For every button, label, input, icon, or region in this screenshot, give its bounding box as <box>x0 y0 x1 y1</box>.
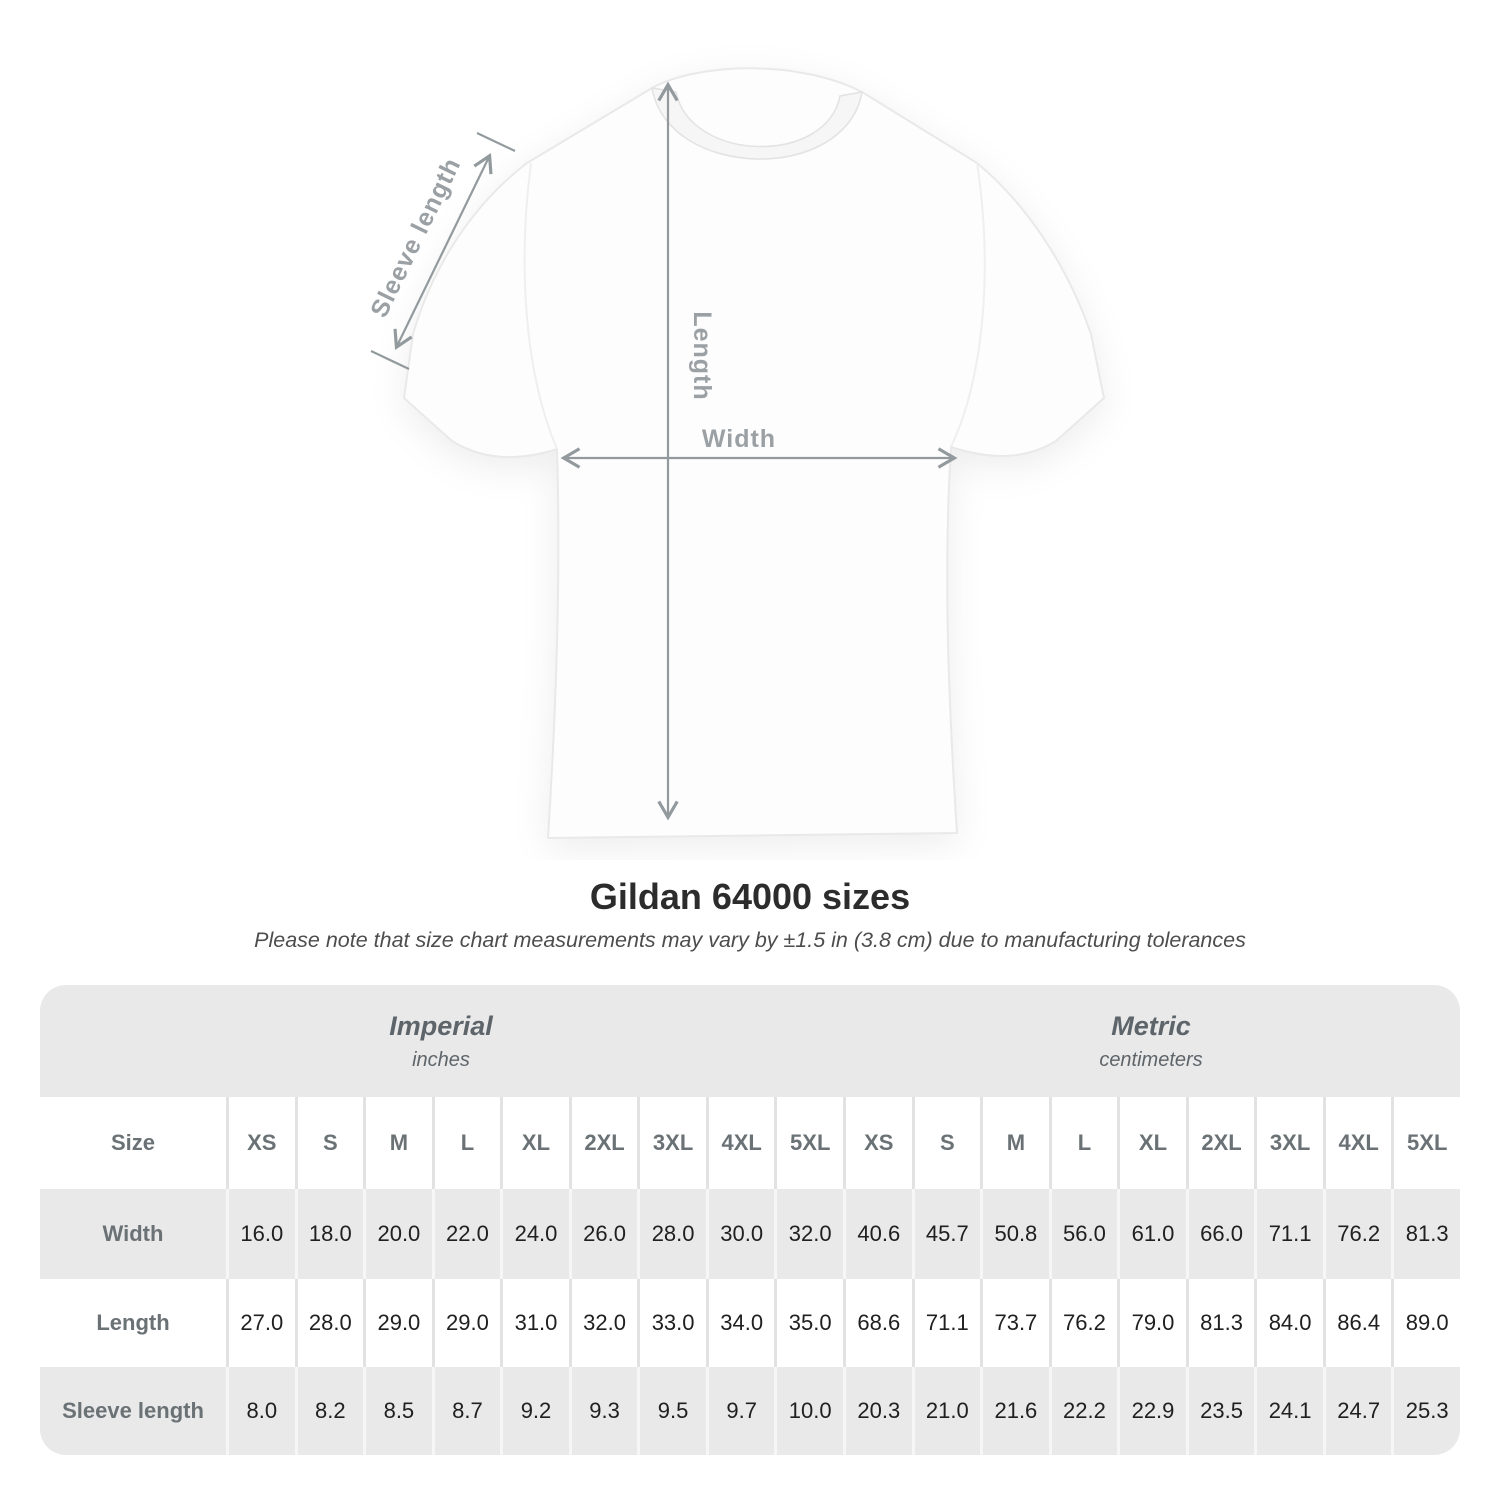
size-col-header: 5XL <box>1391 1097 1460 1189</box>
size-col-header: 4XL <box>705 1097 775 1189</box>
table-cell: 76.2 <box>1048 1279 1118 1367</box>
table-cell: 76.2 <box>1322 1189 1392 1279</box>
size-corner-label: Size <box>40 1097 226 1189</box>
table-cell: 9.7 <box>705 1367 775 1455</box>
tshirt-armhole-seam-left <box>523 162 558 450</box>
size-col-header: S <box>294 1097 364 1189</box>
page-title: Gildan 64000 sizes <box>589 876 911 917</box>
table-cell: 89.0 <box>1391 1279 1460 1367</box>
tshirt-armhole-seam-right <box>950 162 986 448</box>
table-cell: 29.0 <box>363 1279 432 1367</box>
size-col-header: L <box>431 1097 501 1189</box>
table-cell: 71.1 <box>911 1279 981 1367</box>
table-cell: 22.2 <box>1048 1367 1118 1455</box>
size-col-header: 2XL <box>1185 1097 1255 1189</box>
table-cell: 24.0 <box>500 1189 569 1279</box>
table-cell: 32.0 <box>774 1189 843 1279</box>
table-cell: 8.7 <box>431 1367 501 1455</box>
table-cell: 35.0 <box>774 1279 843 1367</box>
row-label: Width <box>40 1189 226 1279</box>
table-cell: 10.0 <box>774 1367 843 1455</box>
row-label: Sleeve length <box>40 1367 226 1455</box>
size-col-header: XL <box>1117 1097 1186 1189</box>
table-cell: 22.0 <box>431 1189 501 1279</box>
table-cell: 56.0 <box>1048 1189 1118 1279</box>
table-cell: 33.0 <box>637 1279 706 1367</box>
table-cell: 8.2 <box>294 1367 364 1455</box>
table-cell: 32.0 <box>568 1279 638 1367</box>
table-cell: 9.3 <box>568 1367 638 1455</box>
imperial-header: Imperial inches <box>40 985 842 1097</box>
table-cell: 23.5 <box>1185 1367 1255 1455</box>
tshirt-collar <box>651 87 863 160</box>
table-cell: 71.1 <box>1254 1189 1323 1279</box>
table-cell: 18.0 <box>294 1189 364 1279</box>
sleeve-length-tick-top <box>476 132 516 152</box>
table-cell: 22.9 <box>1117 1367 1186 1455</box>
table-cell: 31.0 <box>500 1279 569 1367</box>
table-cell: 86.4 <box>1322 1279 1392 1367</box>
metric-unit: centimeters <box>1099 1048 1203 1071</box>
table-cell: 28.0 <box>294 1279 364 1367</box>
size-col-header: L <box>1048 1097 1118 1189</box>
table-cell: 9.2 <box>500 1367 569 1455</box>
imperial-unit: inches <box>412 1048 470 1071</box>
table-cell: 20.3 <box>843 1367 912 1455</box>
table-cell: 28.0 <box>637 1189 706 1279</box>
size-col-header: 5XL <box>774 1097 843 1189</box>
metric-title: Metric <box>1111 1010 1191 1041</box>
table-cell: 24.7 <box>1322 1367 1392 1455</box>
sleeve-length-tick-bottom <box>370 350 410 370</box>
size-col-header: M <box>363 1097 432 1189</box>
table-cell: 84.0 <box>1254 1279 1323 1367</box>
table-cell: 66.0 <box>1185 1189 1255 1279</box>
size-col-header: XL <box>500 1097 569 1189</box>
table-cell: 34.0 <box>705 1279 775 1367</box>
tshirt-body <box>402 67 1106 840</box>
table-cell: 68.6 <box>843 1279 912 1367</box>
size-col-header: XS <box>226 1097 295 1189</box>
table-cell: 45.7 <box>911 1189 981 1279</box>
table-cell: 79.0 <box>1117 1279 1186 1367</box>
length-arrow-label: Length <box>688 311 716 400</box>
table-cell: 27.0 <box>226 1279 295 1367</box>
size-table-grid: Size XS S M L XL 2XL 3XL 4XL 5XL XS S M L XL 2XL 3XL 4XL 5… <box>40 1097 1460 1455</box>
tshirt-measurement-diagram: Length Width Sleeve length <box>365 67 1106 840</box>
size-col-header: S <box>911 1097 981 1189</box>
table-cell: 8.0 <box>226 1367 295 1455</box>
width-arrow-label: Width <box>702 425 776 453</box>
size-table: Imperial inches Metric centimeters Size X… <box>40 985 1460 1455</box>
table-cell: 25.3 <box>1391 1367 1460 1455</box>
tolerance-note: Please note that size chart measurements… <box>254 928 1246 952</box>
table-cell: 16.0 <box>226 1189 295 1279</box>
table-cell: 24.1 <box>1254 1367 1323 1455</box>
table-cell: 20.0 <box>363 1189 432 1279</box>
table-cell: 40.6 <box>843 1189 912 1279</box>
sleeve-length-arrow <box>393 152 493 351</box>
size-col-header: 3XL <box>1254 1097 1323 1189</box>
metric-header: Metric centimeters <box>842 985 1460 1097</box>
row-label: Length <box>40 1279 226 1367</box>
table-cell: 26.0 <box>568 1189 638 1279</box>
table-cell: 50.8 <box>980 1189 1049 1279</box>
size-col-header: XS <box>843 1097 912 1189</box>
table-cell: 81.3 <box>1185 1279 1255 1367</box>
table-cell: 21.6 <box>980 1367 1049 1455</box>
tshirt-graphic <box>402 67 1106 840</box>
table-cell: 21.0 <box>911 1367 981 1455</box>
table-cell: 8.5 <box>363 1367 432 1455</box>
size-col-header: M <box>980 1097 1049 1189</box>
table-cell: 9.5 <box>637 1367 706 1455</box>
table-cell: 61.0 <box>1117 1189 1186 1279</box>
imperial-title: Imperial <box>389 1010 493 1041</box>
table-cell: 81.3 <box>1391 1189 1460 1279</box>
tshirt-svg: Length Width Sleeve length <box>365 67 1106 840</box>
size-col-header: 4XL <box>1322 1097 1392 1189</box>
table-cell: 29.0 <box>431 1279 501 1367</box>
size-col-header: 3XL <box>637 1097 706 1189</box>
table-cell: 30.0 <box>705 1189 775 1279</box>
size-col-header: 2XL <box>568 1097 638 1189</box>
table-cell: 73.7 <box>980 1279 1049 1367</box>
unit-header-band: Imperial inches Metric centimeters <box>40 985 1460 1097</box>
